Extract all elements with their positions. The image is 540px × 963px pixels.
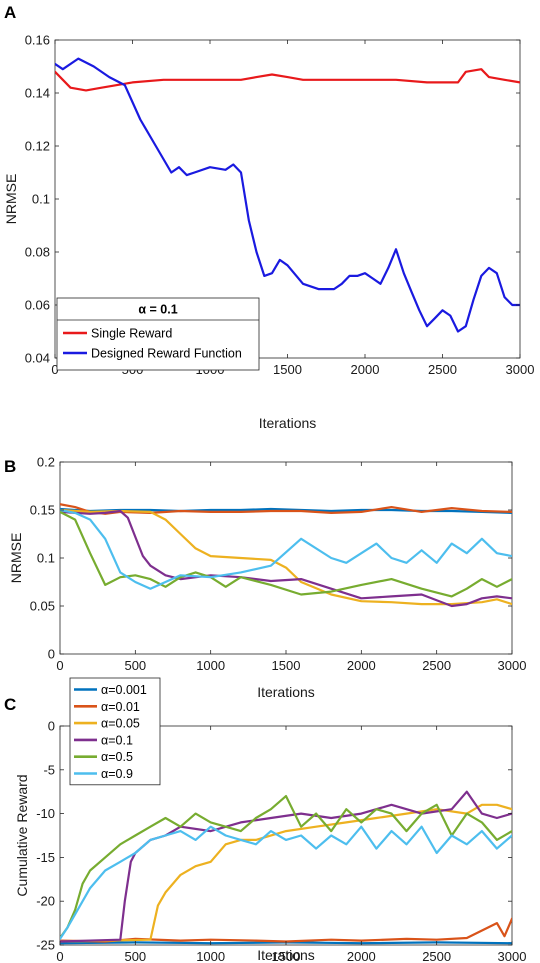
plot-area (59, 461, 513, 655)
series-line-2 (55, 57, 520, 333)
y-tick-label: 0.16 (25, 33, 50, 48)
x-tick-label: 500 (124, 658, 146, 673)
x-tick-label: 2500 (422, 658, 451, 673)
legend-entry: Single Reward (91, 327, 172, 341)
x-tick-label: 500 (124, 949, 146, 963)
y-tick-label: 0.1 (32, 192, 50, 207)
panel-label: B (4, 457, 16, 476)
x-tick-label: 0 (51, 362, 58, 377)
x-axis-label: Iterations (257, 684, 315, 700)
x-tick-label: 1000 (196, 658, 225, 673)
chart-panel-3: C 0 500 1000 1500 2000 2500 3000 -25 -20 -15 -10 -5 0… (4, 695, 526, 963)
y-tick-label: 0.08 (25, 245, 50, 260)
x-tick-label: 2500 (422, 949, 451, 963)
series-line-5 (60, 795, 512, 940)
x-tick-label: 3000 (498, 949, 527, 963)
legend-box (69, 677, 161, 786)
legend-entry: α=0.5 (101, 750, 133, 764)
y-axis-label: NRMSE (3, 174, 19, 225)
legend-entry: Designed Reward Function (91, 347, 242, 361)
legend-entry: α=0.05 (101, 717, 140, 731)
y-axis-label: NRMSE (8, 533, 24, 584)
y-tick-label: 0.05 (30, 599, 55, 614)
y-tick-label: -20 (36, 894, 55, 909)
chart-panel-2: B 0 500 1000 1500 2000 2500 3000 0 0.05 0.1 0.15 0.2… (4, 455, 526, 701)
x-tick-label: 1500 (272, 658, 301, 673)
y-tick-label: 0 (48, 719, 55, 734)
y-tick-label: -5 (43, 762, 55, 777)
y-tick-label: 0 (48, 647, 55, 662)
x-tick-label: 3000 (498, 658, 527, 673)
series-line-3 (60, 803, 512, 943)
legend-entry: α=0.001 (101, 683, 147, 697)
x-tick-label: 2000 (351, 362, 380, 377)
y-tick-label: 0.14 (25, 86, 50, 101)
y-tick-label: -10 (36, 806, 55, 821)
panel-label: C (4, 695, 16, 714)
y-tick-label: 0.06 (25, 298, 50, 313)
series-line-1 (55, 68, 520, 92)
y-tick-label: 0.12 (25, 139, 50, 154)
x-tick-label: 1500 (273, 362, 302, 377)
panel-label: A (4, 3, 16, 22)
series-line-5 (60, 510, 512, 598)
x-axis-label: Iterations (257, 947, 315, 963)
legend-c: α=0.001 α=0.01 α=0.05 α=0.1 α=0.5 α=0.9 (69, 677, 161, 786)
y-tick-label: -25 (36, 938, 55, 953)
x-tick-label: 0 (56, 949, 63, 963)
series-group (55, 57, 520, 333)
legend-entry: α=0.9 (101, 767, 133, 781)
series-line-4 (60, 790, 512, 943)
x-axis-label: Iterations (259, 415, 317, 431)
x-tick-label: 1000 (196, 949, 225, 963)
x-tick-label: 2500 (428, 362, 457, 377)
legend-a: α = 0.1 Single Reward Designed Reward Func… (56, 297, 260, 371)
x-tick-label: 1500 (272, 949, 301, 963)
x-tick-label: 3000 (506, 362, 535, 377)
x-tick-label: 2000 (347, 949, 376, 963)
y-tick-label: 0.2 (37, 455, 55, 470)
legend-entry: α=0.01 (101, 700, 140, 714)
series-line-6 (60, 825, 512, 940)
series-group (60, 503, 512, 608)
series-line-6 (60, 508, 512, 590)
legend-entry: α=0.1 (101, 733, 133, 747)
x-tick-label: 0 (56, 658, 63, 673)
legend-title: α = 0.1 (138, 303, 177, 317)
y-tick-label: 0.15 (30, 503, 55, 518)
y-axis-label: Cumulative Reward (14, 774, 30, 896)
x-tick-label: 2000 (347, 658, 376, 673)
y-tick-label: -15 (36, 850, 55, 865)
y-tick-label: 0.1 (37, 551, 55, 566)
legend-box (56, 297, 260, 371)
y-tick-label: 0.04 (25, 351, 50, 366)
